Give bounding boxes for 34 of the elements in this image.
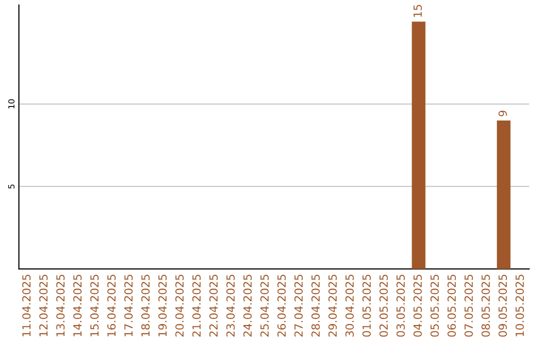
x-tick-label: 02.05.2025: [379, 274, 388, 337]
x-tick-label: 06.05.2025: [447, 274, 456, 337]
x-tick-label: 10.05.2025: [516, 274, 524, 336]
x-tick-label: 26.04.2025: [277, 274, 286, 337]
x-tick-label: 03.05.2025: [396, 274, 405, 337]
x-tick-label: 01.05.2025: [362, 274, 371, 337]
x-tick-label: 07.05.2025: [464, 274, 473, 337]
x-tick-label: 08.05.2025: [481, 274, 490, 337]
x-tick-label: 14.04.2025: [73, 274, 82, 336]
data-label: 9: [498, 110, 507, 116]
x-tick-label: 30.04.2025: [345, 274, 354, 337]
x-tick-label: 05.05.2025: [430, 274, 439, 337]
x-tick-label: 12.04.2025: [39, 274, 48, 336]
x-tick-label: 22.04.2025: [209, 274, 218, 337]
x-tick-label: 28.04.2025: [311, 274, 320, 337]
y-tick-label: 10: [8, 99, 15, 108]
x-tick-label: 19.04.2025: [158, 274, 167, 336]
x-tick-label: 24.04.2025: [243, 274, 252, 337]
x-tick-label: 25.04.2025: [260, 274, 269, 337]
x-tick-label: 29.04.2025: [328, 274, 337, 337]
x-tick-label: 17.04.2025: [124, 274, 133, 336]
x-tick-label: 09.05.2025: [498, 274, 507, 337]
x-tick-label: 27.04.2025: [294, 274, 303, 337]
x-tick-label: 04.05.2025: [413, 274, 422, 337]
x-tick-label: 16.04.2025: [107, 274, 116, 336]
data-label: 15: [414, 4, 422, 17]
x-tick-label: 18.04.2025: [141, 274, 150, 336]
x-tick-label: 21.04.2025: [192, 274, 201, 337]
x-tick-label: 13.04.2025: [56, 274, 65, 336]
x-tick-label: 20.04.2025: [175, 274, 184, 337]
x-tick-label: 23.04.2025: [226, 274, 235, 337]
x-tick-label: 15.04.2025: [90, 274, 99, 336]
y-tick-label: 5: [8, 184, 15, 188]
x-tick-label: 11.04.2025: [22, 274, 31, 336]
